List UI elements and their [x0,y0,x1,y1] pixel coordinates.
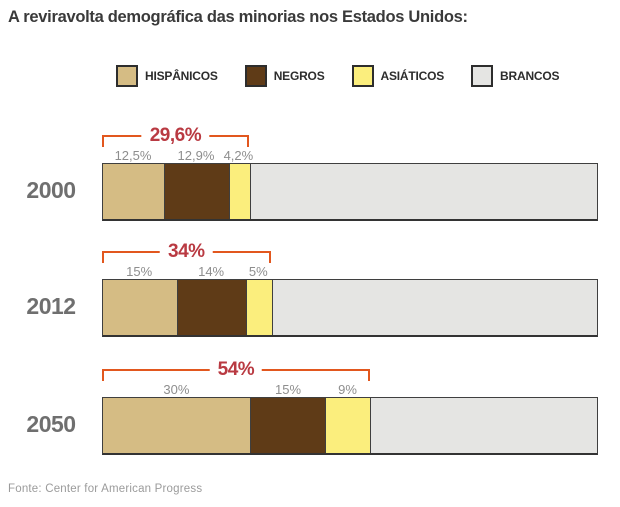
stacked-bar [102,397,598,455]
legend-item: HISPÂNICOS [116,65,218,87]
segment-value-asiaticos: 5% [248,264,268,279]
bar-segment-hispanicos [103,398,252,453]
chart-row: 2012 34% 15% 14% 5% [0,240,598,337]
legend-swatch [471,65,494,87]
stacked-bar [102,279,598,337]
source-note: Fonte: Center for American Progress [8,483,203,495]
segment-value-hispanicos: 30% [163,382,190,397]
bar-segment-asiaticos [229,164,252,219]
legend-item: ASIÁTICOS [351,65,445,87]
legend-swatch [244,65,267,87]
bar-segment-hispanicos [103,280,178,335]
segment-value-negros: 12,9% [177,148,215,163]
bar-area: 54% 30% 15% 9% [102,358,598,455]
stacked-bar [102,163,598,221]
minorities-total-bracket: 54% [102,358,370,381]
legend-item: BRANCOS [471,65,560,87]
chart-row: 2000 29,6% 12,5% 12,9% 4,2% [0,124,598,221]
segment-value-negros: 14% [198,264,225,279]
legend-label: ASIÁTICOS [380,69,445,83]
bar-segment-hispanicos [103,164,166,219]
segment-value-hispanicos: 12,5% [114,148,152,163]
bar-area: 34% 15% 14% 5% [102,240,598,337]
legend-label: NEGROS [273,69,325,83]
legend: HISPÂNICOS NEGROS ASIÁTICOS BRANCOS [116,65,620,87]
year-label: 2000 [26,177,76,203]
legend-label: BRANCOS [500,69,560,83]
segment-value-negros: 15% [274,382,302,397]
segment-value-asiaticos: 9% [338,382,357,397]
year-label: 2012 [26,293,76,319]
minorities-total-value: 29,6% [141,124,210,147]
bar-segment-brancos [272,280,597,335]
year-label: 2050 [26,411,76,437]
minorities-total-bracket: 34% [102,240,271,263]
bar-area: 29,6% 12,5% 12,9% 4,2% [102,124,598,221]
chart-row: 2050 54% 30% 15% 9% [0,358,598,455]
segment-value-labels: 30% 15% 9% [102,382,598,397]
minorities-total-value: 54% [209,358,263,381]
legend-label: HISPÂNICOS [145,69,218,83]
bar-segment-asiaticos [325,398,372,453]
segment-value-labels: 12,5% 12,9% 4,2% [102,148,598,163]
segment-value-hispanicos: 15% [126,264,153,279]
minorities-total-bracket: 29,6% [102,124,249,147]
bar-segment-asiaticos [247,280,273,335]
segment-value-labels: 15% 14% 5% [102,264,598,279]
bar-segment-brancos [371,398,597,453]
bar-segment-negros [165,164,230,219]
chart-title: A reviravolta demográfica das minorias n… [8,8,468,26]
bar-segment-negros [251,398,326,453]
chart-rows: 2000 29,6% 12,5% 12,9% 4,2% 2012 34% 15% 14… [0,124,598,455]
legend-swatch [116,65,138,87]
bar-segment-brancos [251,164,597,219]
minorities-total-value: 34% [160,240,213,263]
segment-value-asiaticos: 4,2% [223,148,254,163]
legend-swatch [351,65,374,87]
legend-item: NEGROS [244,65,325,87]
bar-segment-negros [177,280,248,335]
